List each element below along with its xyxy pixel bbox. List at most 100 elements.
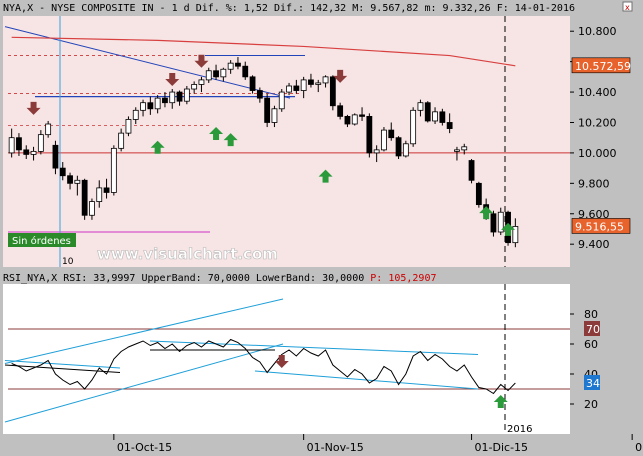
candle-body — [147, 102, 154, 110]
candle-body — [329, 76, 336, 107]
close-button[interactable] — [622, 1, 633, 12]
orders-badge[interactable] — [8, 233, 76, 247]
arrow-up-shape — [479, 206, 494, 220]
date-tick-label: 01-Oct-15 — [117, 441, 172, 454]
price-tick-label: 9.400 — [578, 238, 610, 251]
price-grid — [570, 30, 574, 245]
price-tick-label: 10.200 — [578, 116, 617, 129]
cursor-label-10: 10 — [62, 257, 74, 267]
rsi-tick-label: 80 — [584, 308, 598, 321]
candle-body — [337, 105, 344, 117]
rsi-channel-lower — [4, 343, 284, 423]
candle-body — [213, 70, 219, 78]
candle-body — [300, 79, 307, 91]
candle-body — [475, 182, 482, 206]
arrow-down-shape — [333, 69, 348, 83]
arrow-up-icon — [209, 127, 224, 141]
candle-body — [169, 91, 176, 104]
price-tick-label: 9.800 — [578, 177, 610, 190]
arrow-down-shape — [165, 72, 180, 86]
rsi-last-badge-box — [584, 375, 600, 391]
candle-body — [162, 97, 168, 104]
arrow-up-shape — [501, 222, 516, 236]
candle-body — [388, 129, 395, 139]
candle-body — [381, 129, 387, 151]
rsi-channel-upper — [4, 298, 284, 364]
candle-body — [278, 91, 285, 110]
year-label-2016: 2016 — [507, 424, 532, 435]
arrow-up-icon — [223, 133, 238, 147]
date-axis-labels: 01-Oct-15 01-Nov-15 01-Dic-15 01-Ene-16 — [113, 434, 643, 454]
candle-body — [16, 137, 22, 151]
rsi-left-support — [4, 360, 121, 369]
header-line: NYA,X - NYSE COMPOSITE IN - 1 d Dif. %: … — [3, 3, 575, 14]
orders-badge-label[interactable]: Sin órdenes — [12, 235, 71, 247]
header-info: Dif. %: 1,52 Dif.: 142,32 M: 9.567,82 m:… — [196, 3, 575, 14]
rsi-tick-label: 60 — [584, 338, 598, 351]
rsi-header-main: RSI_NYA,X RSI: 33,9997 UpperBand: 70,000… — [3, 273, 364, 284]
candle-body — [8, 137, 15, 154]
arrow-up-icon — [150, 140, 165, 154]
price-trendlines — [4, 16, 570, 267]
candle-body — [89, 201, 95, 216]
rsi-panel — [3, 284, 570, 434]
candle-body — [140, 102, 146, 111]
candle-body — [242, 65, 249, 78]
candle-body — [59, 167, 66, 177]
price-tick-label: 10.400 — [578, 86, 617, 99]
arrow-down-shape — [26, 101, 41, 115]
candle-body — [286, 85, 292, 93]
watermark: www.visualchart.com — [97, 245, 278, 263]
candle-body — [271, 108, 278, 123]
arrow-down-icon — [333, 69, 348, 83]
arrow-up-icon — [493, 395, 508, 408]
candle-body — [74, 179, 81, 184]
candle-body — [205, 70, 212, 81]
candle-body — [351, 114, 358, 125]
last-price-badge: 9.516,55 — [575, 220, 624, 233]
candle-body — [23, 149, 30, 155]
candle-body — [220, 68, 227, 78]
candle-body — [264, 97, 271, 123]
ma-value-badge: 10.572,59 — [575, 60, 631, 73]
date-tick-label: 01-Dic-15 — [475, 441, 529, 454]
candle-body — [512, 226, 519, 244]
candle-body — [154, 97, 161, 110]
rsi-series-line — [11, 338, 516, 395]
candle-body — [176, 91, 183, 102]
candle-body — [322, 76, 329, 84]
rsi-last-badge: 34 — [586, 377, 600, 390]
candle-body — [183, 88, 190, 102]
candle-body — [417, 102, 424, 111]
price-candles — [8, 57, 519, 248]
price-tick-label: 10.000 — [578, 147, 617, 160]
close-icon[interactable]: x — [625, 3, 630, 12]
rsi-left-support-2 — [4, 364, 121, 373]
date-tick-label: 01-Ene-16 — [635, 441, 643, 454]
candle-body — [359, 114, 365, 117]
candle-body — [461, 146, 468, 151]
arrow-down-icon — [194, 54, 209, 68]
arrow-down-shape — [274, 355, 289, 368]
upper-band-badge: 70 — [586, 323, 600, 336]
candle-body — [402, 143, 409, 157]
candle-body — [446, 122, 453, 129]
candle-body — [67, 175, 73, 184]
arrow-up-shape — [150, 140, 165, 154]
arrow-up-shape — [493, 395, 508, 408]
arrow-up-icon — [318, 169, 333, 183]
rsi-resistance-1 — [149, 340, 479, 355]
candle-body — [395, 137, 402, 157]
candle-body — [490, 213, 497, 233]
candle-body — [118, 132, 125, 149]
candle-body — [308, 79, 314, 85]
rsi-header-p: P: 105,2907 — [370, 273, 436, 284]
price-tick-label: 9.600 — [578, 208, 610, 221]
candle-body — [315, 82, 322, 85]
arrow-down-shape — [194, 54, 209, 68]
arrow-up-shape — [209, 127, 224, 141]
candle-body — [37, 134, 44, 152]
header-symbol: NYA,X — [3, 3, 33, 14]
candle-body — [344, 116, 351, 125]
